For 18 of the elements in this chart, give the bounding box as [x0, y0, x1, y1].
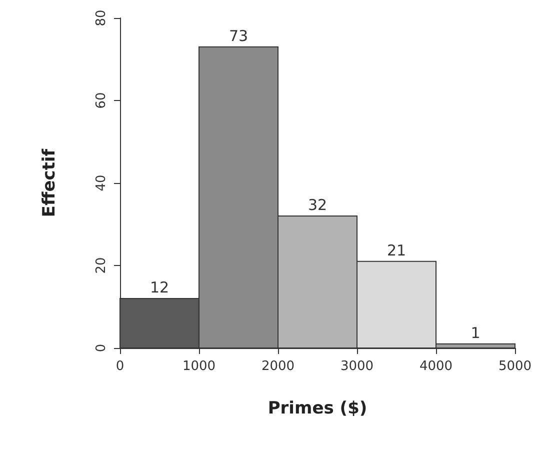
y-tick-label: 80 [94, 10, 109, 26]
y-tick-label: 0 [94, 344, 109, 352]
y-tick-label: 60 [94, 92, 109, 109]
x-axis-title: Primes ($) [268, 398, 368, 418]
y-tick-label: 40 [94, 174, 109, 192]
x-tick-label: 1000 [182, 359, 216, 374]
x-tick-label: 5000 [498, 359, 532, 374]
x-tick-label: 4000 [419, 359, 453, 374]
x-tick-label: 0 [116, 359, 124, 374]
data-label: 21 [386, 241, 406, 260]
x-tick-label: 3000 [340, 359, 374, 374]
y-tick-label: 20 [94, 257, 109, 274]
y-axis-title: Effectif [40, 148, 60, 218]
x-tick-label: 2000 [261, 359, 295, 374]
data-label: 1 [470, 324, 480, 342]
data-label: 12 [150, 278, 170, 296]
data-label: 32 [308, 196, 328, 214]
data-label: 73 [228, 26, 248, 45]
